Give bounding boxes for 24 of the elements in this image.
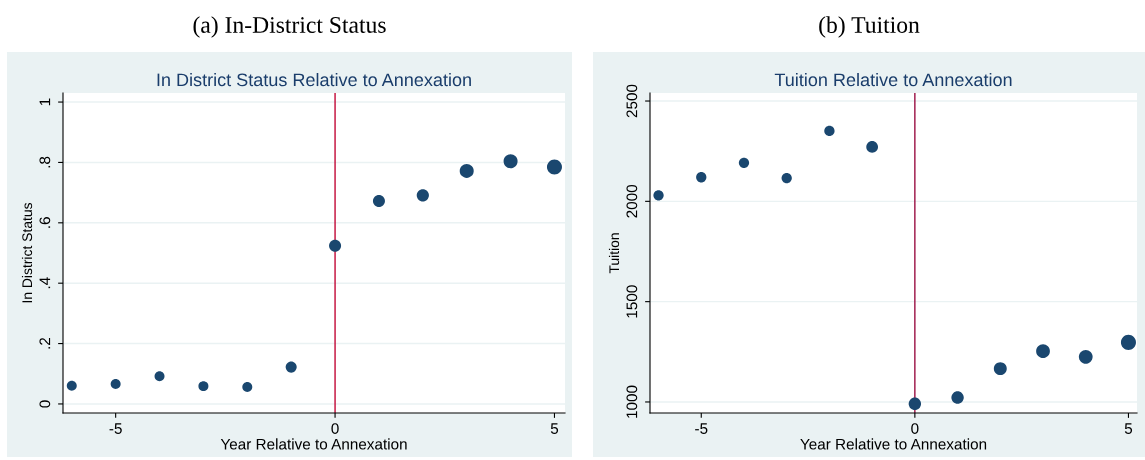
y-tick-label: 2000 <box>626 184 638 218</box>
chart-title: (b) Tuition <box>819 16 920 38</box>
y-tick-label: 1000 <box>626 385 638 418</box>
y-tick-label: .2 <box>39 337 51 349</box>
x-axis-title: Year Relative to Annexation <box>220 438 407 450</box>
y-tick-label: 0 <box>39 400 51 408</box>
x-tick-label: -5 <box>695 423 708 434</box>
x-tick-label: 5 <box>1124 423 1133 434</box>
y-tick-label: 2500 <box>626 84 638 118</box>
x-tick-label: 0 <box>331 423 339 434</box>
y-tick-label: 1500 <box>626 285 638 318</box>
y-tick-label: .8 <box>39 156 51 168</box>
x-axis-title: Year Relative to Annexation <box>800 438 987 450</box>
chart-subtitle: Tuition Relative to Annexation <box>774 72 1012 87</box>
y-axis-title: Tuition <box>608 233 620 274</box>
chart-title: (a) In-District Status <box>193 16 386 38</box>
y-axis-title: In District Status <box>21 202 33 303</box>
y-tick-label: .6 <box>39 217 51 228</box>
y-tick-label: .4 <box>39 277 51 289</box>
chart-subtitle: In District Status Relative to Annexation <box>157 72 471 87</box>
y-tick-label: 1 <box>39 98 51 106</box>
x-tick-label: -5 <box>109 423 122 434</box>
x-tick-label: 0 <box>911 423 919 434</box>
x-tick-label: 5 <box>550 423 559 434</box>
